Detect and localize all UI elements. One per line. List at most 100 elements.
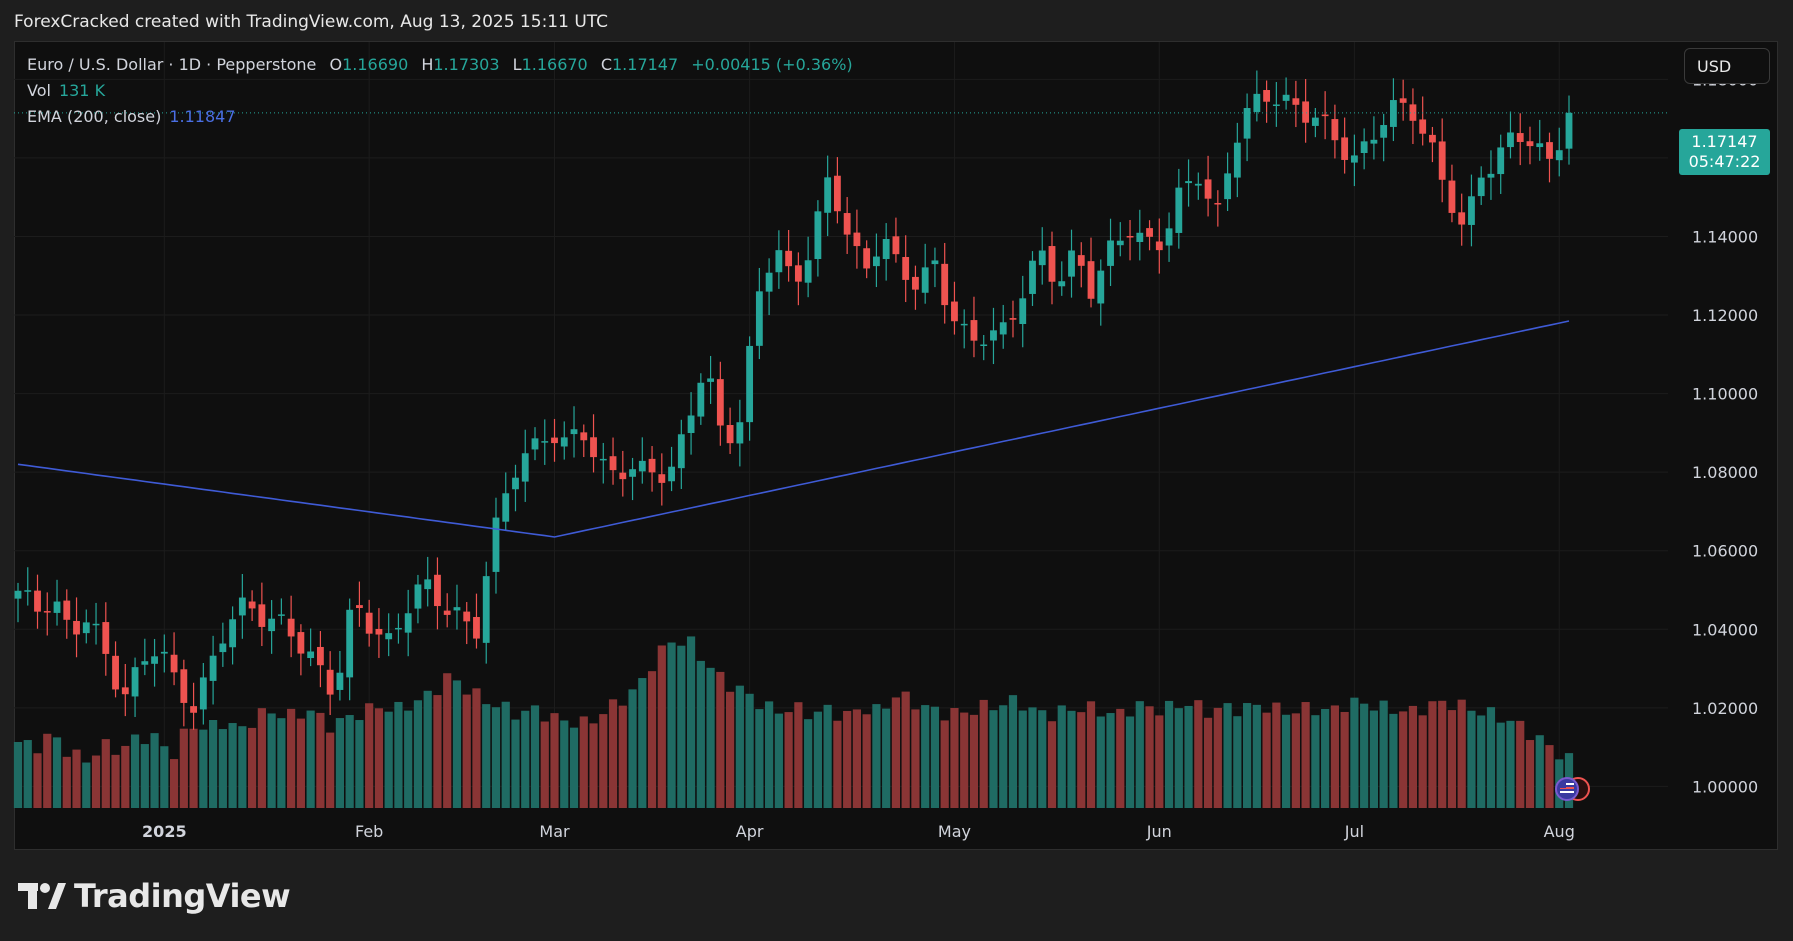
volume-row: Vol 131 K	[27, 78, 853, 104]
candle-body	[180, 669, 188, 703]
candle-body	[326, 669, 334, 695]
volume-bar	[960, 712, 969, 808]
candle-body	[1477, 177, 1485, 197]
volume-bar	[1321, 708, 1330, 808]
high-value: 1.17303	[433, 55, 500, 74]
volume-bar	[238, 726, 247, 808]
volume-bar	[452, 680, 462, 808]
x-tick-label: Apr	[736, 822, 764, 841]
ema-label[interactable]: EMA (200, close)	[27, 107, 162, 126]
candle-body	[463, 611, 471, 622]
candle-body	[1116, 240, 1124, 246]
candle-body	[502, 493, 510, 522]
candle-body	[1009, 318, 1017, 320]
candle-body	[648, 458, 656, 473]
candle-body	[112, 655, 119, 690]
candle-body	[1019, 298, 1027, 325]
volume-bar	[1038, 710, 1047, 808]
candle-body	[151, 656, 158, 664]
candle-body	[131, 667, 139, 697]
volume-bar	[735, 685, 744, 808]
candle-body	[1087, 261, 1095, 299]
low-label: L	[512, 55, 522, 74]
candle-body	[814, 211, 822, 260]
volume-bar	[940, 720, 949, 808]
volume-bar	[33, 753, 42, 808]
candle-body	[453, 607, 461, 611]
candle-body	[521, 453, 529, 482]
candle-body	[63, 600, 71, 620]
volume-bar	[608, 699, 618, 808]
volume-bar	[1418, 715, 1427, 808]
candle-body	[92, 623, 100, 626]
volume-bar	[1262, 712, 1271, 808]
y-tick-label: 1.10000	[1692, 385, 1758, 404]
volume-bar	[540, 721, 549, 808]
volume-bar	[1399, 711, 1408, 808]
volume-bar	[745, 693, 754, 808]
volume-bar	[1252, 704, 1261, 808]
volume-bar	[1360, 703, 1369, 808]
candle-body	[1370, 139, 1378, 144]
volume-bar	[1096, 716, 1105, 808]
volume-bar	[511, 719, 520, 808]
volume-bar	[1008, 695, 1018, 808]
volume-bar	[1350, 697, 1359, 808]
volume-bar	[804, 719, 813, 808]
volume-bar	[1545, 745, 1554, 808]
candle-body	[404, 613, 412, 633]
volume-bar	[394, 701, 403, 808]
volume-label[interactable]: Vol	[27, 81, 51, 100]
volume-bar	[1301, 702, 1310, 808]
candle-body	[346, 609, 354, 678]
candle-body	[82, 622, 90, 634]
volume-bar	[72, 749, 81, 808]
volume-bar	[228, 723, 237, 808]
us-flag-event-icon[interactable]	[1551, 775, 1601, 803]
candle-body	[687, 415, 695, 434]
volume-bar	[813, 711, 822, 808]
volume-bar	[91, 755, 101, 808]
candle-body	[34, 590, 41, 612]
candle-body	[912, 276, 919, 290]
candle-body	[921, 267, 929, 293]
candle-body	[248, 601, 256, 609]
candle-body	[863, 248, 871, 269]
x-tick-label: Aug	[1544, 822, 1575, 841]
candle-body	[395, 627, 402, 630]
symbol-label[interactable]: Euro / U.S. Dollar · 1D · Pepperstone	[27, 55, 317, 74]
candle-body	[336, 672, 344, 690]
last-price-value: 1.17147	[1691, 132, 1758, 151]
volume-bar	[248, 727, 257, 808]
last-price-tag: 1.17147 05:47:22	[1679, 129, 1770, 175]
candle-body	[843, 213, 851, 235]
volume-bar	[130, 734, 140, 808]
candle-body	[482, 576, 490, 643]
volume-bar	[852, 709, 862, 808]
volume-bar	[628, 689, 637, 808]
candle-body	[1185, 181, 1192, 184]
candle-body	[73, 620, 80, 635]
candle-body	[492, 517, 500, 572]
candle-body	[590, 437, 597, 458]
volume-bar	[1496, 722, 1505, 808]
volume-bar	[462, 694, 471, 808]
volume-bar	[218, 729, 227, 808]
volume-bar	[384, 711, 393, 808]
candle-body	[268, 618, 276, 632]
volume-bar	[355, 720, 364, 808]
volume-bar	[1223, 703, 1232, 808]
candle-body	[229, 619, 237, 648]
x-tick-label: Jul	[1344, 822, 1364, 841]
candle-body	[1224, 173, 1231, 200]
volume-bar	[1047, 721, 1057, 808]
candle-body	[1146, 228, 1153, 237]
volume-bar	[189, 728, 198, 808]
volume-bar	[1018, 710, 1027, 808]
candle-body	[43, 611, 51, 613]
candle-body	[1292, 98, 1300, 105]
candle-body	[960, 323, 968, 326]
tradingview-brand[interactable]: TradingView	[18, 877, 291, 915]
currency-button[interactable]: USD	[1684, 48, 1770, 84]
